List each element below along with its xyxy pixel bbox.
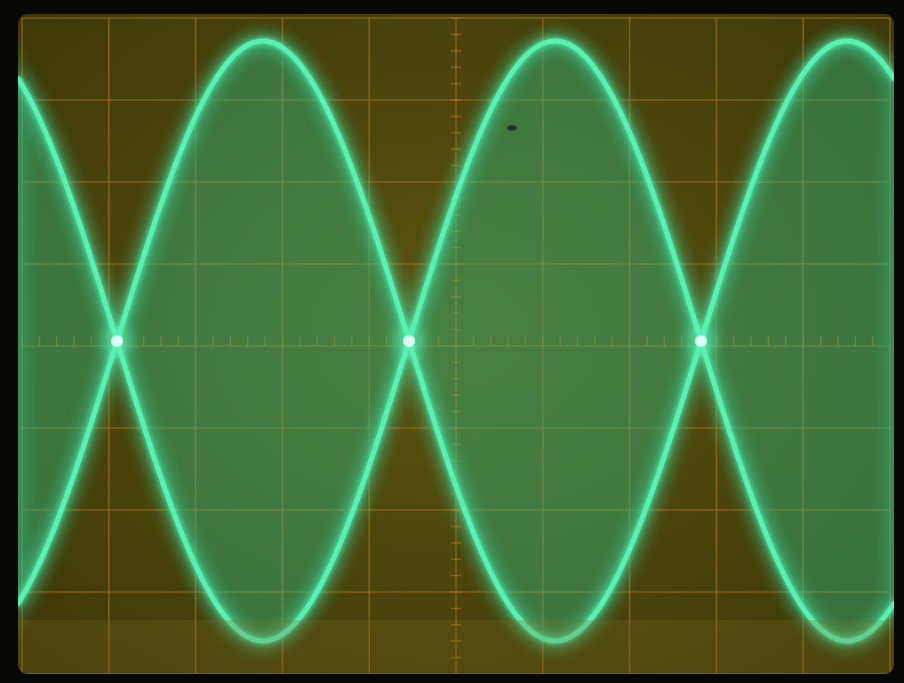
bottom-glare [18, 620, 894, 674]
dust-speck [507, 125, 517, 131]
upper-envelope-trace [18, 38, 894, 341]
envelope-node [403, 335, 415, 347]
envelope-node [695, 335, 707, 347]
envelope-nodes [101, 125, 717, 357]
envelope-lobes [18, 41, 894, 641]
lower-envelope-trace [18, 341, 894, 644]
envelope-trace [18, 35, 894, 647]
envelope-node [111, 335, 123, 347]
